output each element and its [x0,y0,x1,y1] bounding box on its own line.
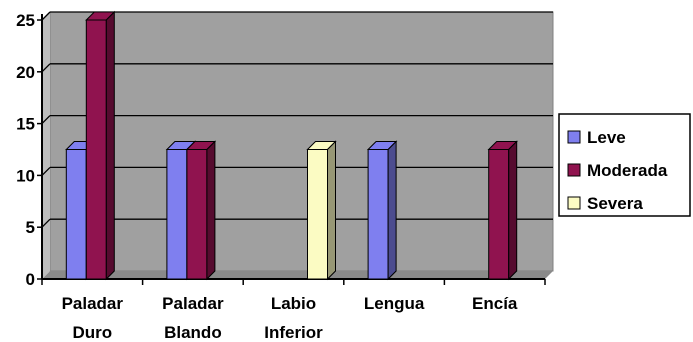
gridline-depth [41,218,51,228]
plot-side-wall [42,12,50,279]
bar-severa-2 [306,140,337,281]
x-tick-label-line: Paladar [162,294,224,313]
gridlines [41,11,553,228]
legend-label-moderada: Moderada [587,161,668,180]
y-tick-labels: 0 5 10 15 20 25 [16,11,35,289]
plot-back-wall [49,11,554,272]
bar-moderada-0 [85,10,116,281]
x-tick-label-line: Labio [271,294,316,313]
x-tick-label: Labio Inferior [264,294,323,342]
bar-leve-3 [366,140,398,281]
x-tick-label: Encía [472,294,518,313]
gridline-depth [41,11,51,21]
bar-front [166,149,188,280]
gridline-depth [41,63,51,73]
y-tick-label: 15 [16,115,35,134]
x-tick-labels: Paladar Duro Paladar Blando Labio Inferior Len… [62,294,518,342]
legend: Leve Moderada Severa [558,113,691,217]
legend-label-severa: Severa [587,194,643,213]
bar-front [307,149,328,280]
legend-box [558,113,691,217]
gridline-depth [41,115,51,125]
x-tick-label: Paladar Blando [162,294,224,342]
y-tick-label: 10 [16,166,35,185]
x-tick-label-line: Paladar [62,294,124,313]
gridline-depth [41,166,51,176]
plot-area [42,11,554,279]
legend-swatch-moderada [567,163,581,177]
y-tick-label: 20 [16,63,35,82]
plot-floor [42,271,553,279]
bar-side [105,10,115,281]
axes [37,14,546,285]
bar-front [65,149,87,280]
bar-side [387,140,397,281]
legend-swatch-severa [567,196,581,210]
y-tick-label: 5 [26,218,35,237]
x-tick-label: Lengua [364,294,425,313]
bar-moderada-4 [487,140,518,281]
x-tick-label-line: Encía [472,294,518,313]
x-tick-label-line: Inferior [264,323,323,342]
bars [65,10,518,281]
y-tick-label: 0 [26,270,35,289]
bar-front [367,149,389,280]
x-tick-label-line: Blando [164,323,222,342]
bar-side [206,140,216,281]
x-tick-label: Paladar Duro [62,294,124,342]
bar-front [186,149,208,280]
x-tick-label-line: Duro [72,323,112,342]
bar-side [327,140,336,281]
x-tick-label-line: Lengua [364,294,425,313]
y-tick-label: 25 [16,11,35,30]
bar-moderada-1 [185,140,217,281]
bar-front [85,19,107,280]
legend-swatch-leve [567,130,581,144]
legend-label-leve: Leve [587,128,626,147]
bar-side [508,140,518,281]
bar-front [488,149,510,280]
